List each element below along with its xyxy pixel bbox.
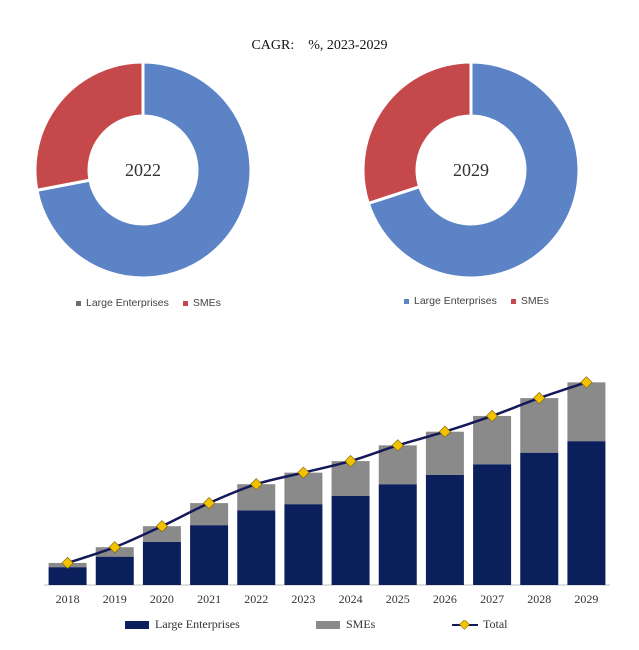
- legend-item-large-enterprises: Large Enterprises: [125, 617, 240, 632]
- bar-large-enterprises-2020: [142, 541, 181, 585]
- bar-large-enterprises-2019: [95, 556, 134, 585]
- bar-large-enterprises-2028: [520, 452, 559, 585]
- bar-smes-2027: [473, 415, 512, 465]
- donut-center-label: 2022: [125, 160, 161, 180]
- total-marker-2018: [61, 556, 74, 570]
- donut-slice-large-enterprises: [366, 60, 581, 280]
- bar-large-enterprises-2021: [190, 525, 229, 585]
- donut-2029-legend: Large Enterprises SMEs: [404, 295, 563, 307]
- legend-item-large-enterprises: Large Enterprises: [76, 297, 169, 309]
- x-tick-label: 2028: [527, 592, 551, 606]
- legend-label: Large Enterprises: [414, 295, 497, 307]
- total-marker-2023: [297, 466, 310, 479]
- bar-large-enterprises-2027: [473, 464, 512, 585]
- legend-item-smes: SMEs: [182, 297, 221, 309]
- cagr-suffix: %, 2023-2029: [308, 38, 388, 53]
- total-marker-2020: [155, 520, 168, 533]
- donut-slice-smes: [361, 60, 473, 206]
- bar-large-enterprises-2023: [284, 504, 323, 585]
- donut-2029-svg: 2029: [361, 60, 581, 280]
- donut-chart-2029: 2029: [360, 59, 582, 286]
- total-marker-2024: [344, 455, 357, 468]
- x-tick-label: 2022: [244, 592, 268, 606]
- bar-smes-2025: [378, 445, 417, 485]
- x-tick-label: 2020: [150, 592, 174, 606]
- legend-label: Total: [483, 617, 508, 631]
- donut-2022-legend: Large Enterprises SMEs: [76, 297, 235, 309]
- bar-large-enterprises-2029: [567, 441, 606, 585]
- donut-chart-2022: 2022: [32, 59, 254, 286]
- x-tick-label: 2029: [574, 592, 598, 606]
- donut-center-label: 2029: [453, 160, 489, 180]
- donut-2022-svg: 2022: [33, 60, 253, 280]
- cagr-title: CAGR: %, 2023-2029: [0, 38, 639, 54]
- total-marker-2021: [203, 497, 216, 510]
- legend-item-smes: SMEs: [316, 617, 375, 632]
- donut-slice-large-enterprises: [35, 60, 253, 280]
- total-marker-2027: [486, 409, 499, 423]
- x-tick-label: 2025: [386, 592, 410, 606]
- x-tick-label: 2023: [291, 592, 315, 606]
- legend-label: Large Enterprises: [86, 297, 169, 309]
- stacked-bar-chart: 2018 2019 2020 2021 2022 2023 2024 2025 2026 2027…: [44, 376, 610, 606]
- x-tick-label: 2024: [339, 592, 363, 606]
- legend-label: Large Enterprises: [155, 617, 240, 631]
- legend-swatch-large-enterprises: [125, 620, 149, 629]
- bar-large-enterprises-2024: [331, 495, 370, 585]
- legend-item-smes: SMEs: [510, 295, 549, 307]
- bar-large-enterprises-2026: [425, 474, 464, 585]
- x-tick-label: 2021: [197, 592, 221, 606]
- legend-item-large-enterprises: Large Enterprises: [404, 295, 497, 307]
- legend-swatch-smes: [510, 298, 516, 304]
- cagr-prefix: CAGR:: [251, 38, 295, 53]
- bar-large-enterprises-2025: [378, 484, 417, 585]
- legend-label: SMEs: [192, 297, 221, 309]
- legend-item-total: Total: [452, 617, 508, 632]
- bar-smes-2029: [567, 382, 606, 442]
- total-marker-2028: [533, 392, 546, 405]
- legend-label: SMEs: [520, 295, 549, 307]
- legend-swatch-smes: [182, 300, 188, 306]
- x-tick-label: 2026: [433, 592, 457, 606]
- x-tick-label: 2019: [103, 592, 127, 606]
- total-marker-2022: [250, 478, 263, 491]
- legend-swatch-total: [452, 619, 478, 630]
- bar-large-enterprises-2018: [48, 567, 87, 585]
- legend-swatch-smes: [316, 620, 340, 629]
- bar-large-enterprises-2022: [237, 510, 276, 585]
- legend-label: SMEs: [346, 617, 376, 631]
- donut-slice-smes: [33, 60, 145, 192]
- total-marker-2025: [391, 439, 404, 452]
- total-marker-2029: [580, 376, 593, 389]
- x-tick-label: 2018: [56, 592, 80, 606]
- legend-swatch-large-enterprises: [76, 300, 81, 306]
- x-tick-label: 2027: [480, 592, 504, 606]
- bar-smes-2026: [425, 431, 464, 475]
- bar-smes-2028: [520, 398, 559, 453]
- legend-swatch-large-enterprises: [404, 298, 409, 304]
- total-marker-2026: [438, 425, 451, 438]
- total-marker-2019: [108, 541, 121, 554]
